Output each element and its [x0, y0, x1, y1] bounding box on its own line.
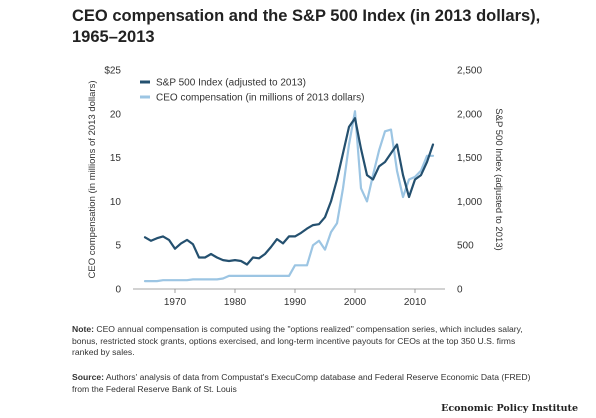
brand-logo-text: Economic Policy Institute: [441, 403, 578, 414]
y-tick-label-right: 1,000: [457, 197, 482, 208]
source-text: Authors' analysis of data from Compustat…: [72, 372, 531, 394]
ceo-compensation-series-line: [143, 110, 435, 283]
y-tick-label-right: 1,500: [457, 153, 482, 164]
y-tick-label-left: 15: [110, 153, 122, 164]
legend-label-sp500: S&P 500 Index (adjusted to 2013): [156, 78, 306, 89]
note-label: Note:: [72, 324, 94, 334]
y-tick-label-left: 5: [115, 241, 121, 252]
sp500-series-line: [143, 117, 435, 266]
y-tick-label-left: 10: [110, 197, 122, 208]
y-tick-label-left: 0: [115, 285, 121, 296]
note-text: CEO annual compensation is computed usin…: [72, 324, 523, 358]
line-chart: 1970 1980 1990 2000 2010 0 5 10 15 20 $25 0 500 1,000…: [87, 66, 504, 309]
y-tick-label-left: $25: [104, 66, 121, 77]
chart-source: Source: Authors' analysis of data from C…: [72, 372, 532, 395]
x-tick-label: 2000: [344, 297, 367, 308]
source-label: Source:: [72, 372, 104, 382]
x-tick-label: 1990: [284, 297, 307, 308]
y-tick-label-right: 2,000: [457, 109, 482, 120]
y-axis-title-left: CEO compensation (in millions of 2013 do…: [87, 80, 98, 278]
y-tick-label-right: 0: [457, 285, 463, 296]
y-tick-label-right: 2,500: [457, 66, 482, 77]
y-tick-label-right: 500: [457, 241, 474, 252]
y-tick-label-left: 20: [110, 109, 122, 120]
x-tick-label: 2010: [404, 297, 427, 308]
chart-note: Note: CEO annual compensation is compute…: [72, 324, 532, 359]
chart-title: CEO compensation and the S&P 500 Index (…: [72, 7, 541, 46]
y-axis-title-right: S&P 500 Index (adjusted to 2013): [493, 108, 504, 250]
x-tick-label: 1970: [164, 297, 187, 308]
x-tick-label: 1980: [224, 297, 247, 308]
legend-label-ceo: CEO compensation (in millions of 2013 do…: [156, 93, 364, 104]
